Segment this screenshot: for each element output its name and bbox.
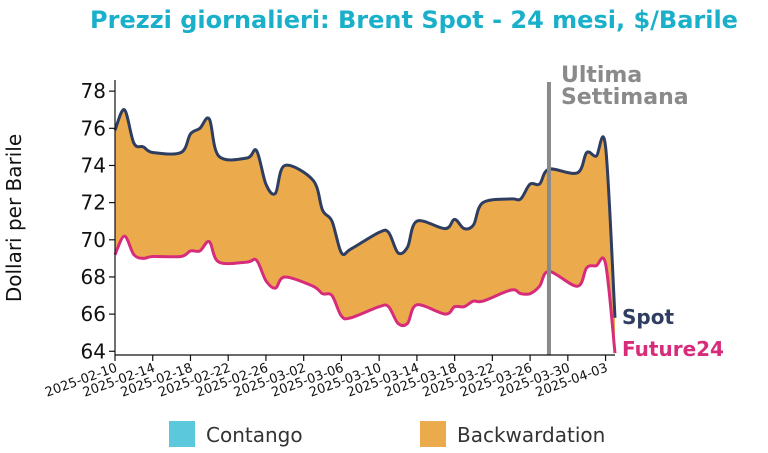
series-line-future24 [113,234,617,354]
backwardation-area [115,109,615,354]
legend: Contango Backwardation [169,421,605,447]
chart-title: Prezzi giornalieri: Brent Spot - 24 mesi… [90,6,738,34]
y-tick-label: 68 [81,265,106,289]
legend-label-contango: Contango [206,423,303,447]
series-label-spot: Spot [622,305,674,329]
y-tick-label: 72 [81,191,106,215]
y-tick-label: 74 [81,153,106,177]
x-ticks: 2025-02-102025-02-142025-02-182025-02-22… [43,355,610,401]
series-line-spot [113,108,617,318]
area-layer [115,109,615,354]
y-tick-label: 70 [81,228,106,252]
axes-layer [114,80,615,356]
legend-label-backwardation: Backwardation [457,423,605,447]
series-label-future24: Future24 [622,337,724,361]
y-ticks: 64 66 68 70 72 74 76 78 [81,79,115,363]
legend-swatch-contango [169,421,195,447]
last-week-label-line1: Ultima [561,63,642,88]
series-end-labels: Spot Future24 [622,305,724,361]
y-tick-label: 78 [81,79,106,103]
y-tick-label: 76 [81,116,106,140]
y-tick-label: 64 [81,339,106,363]
y-axis-label: Dollari per Barile [2,134,26,302]
line-layer [113,108,617,354]
legend-swatch-backwardation [420,421,446,447]
y-tick-label: 66 [81,302,106,326]
last-week-label-line2: Settimana [561,85,689,110]
